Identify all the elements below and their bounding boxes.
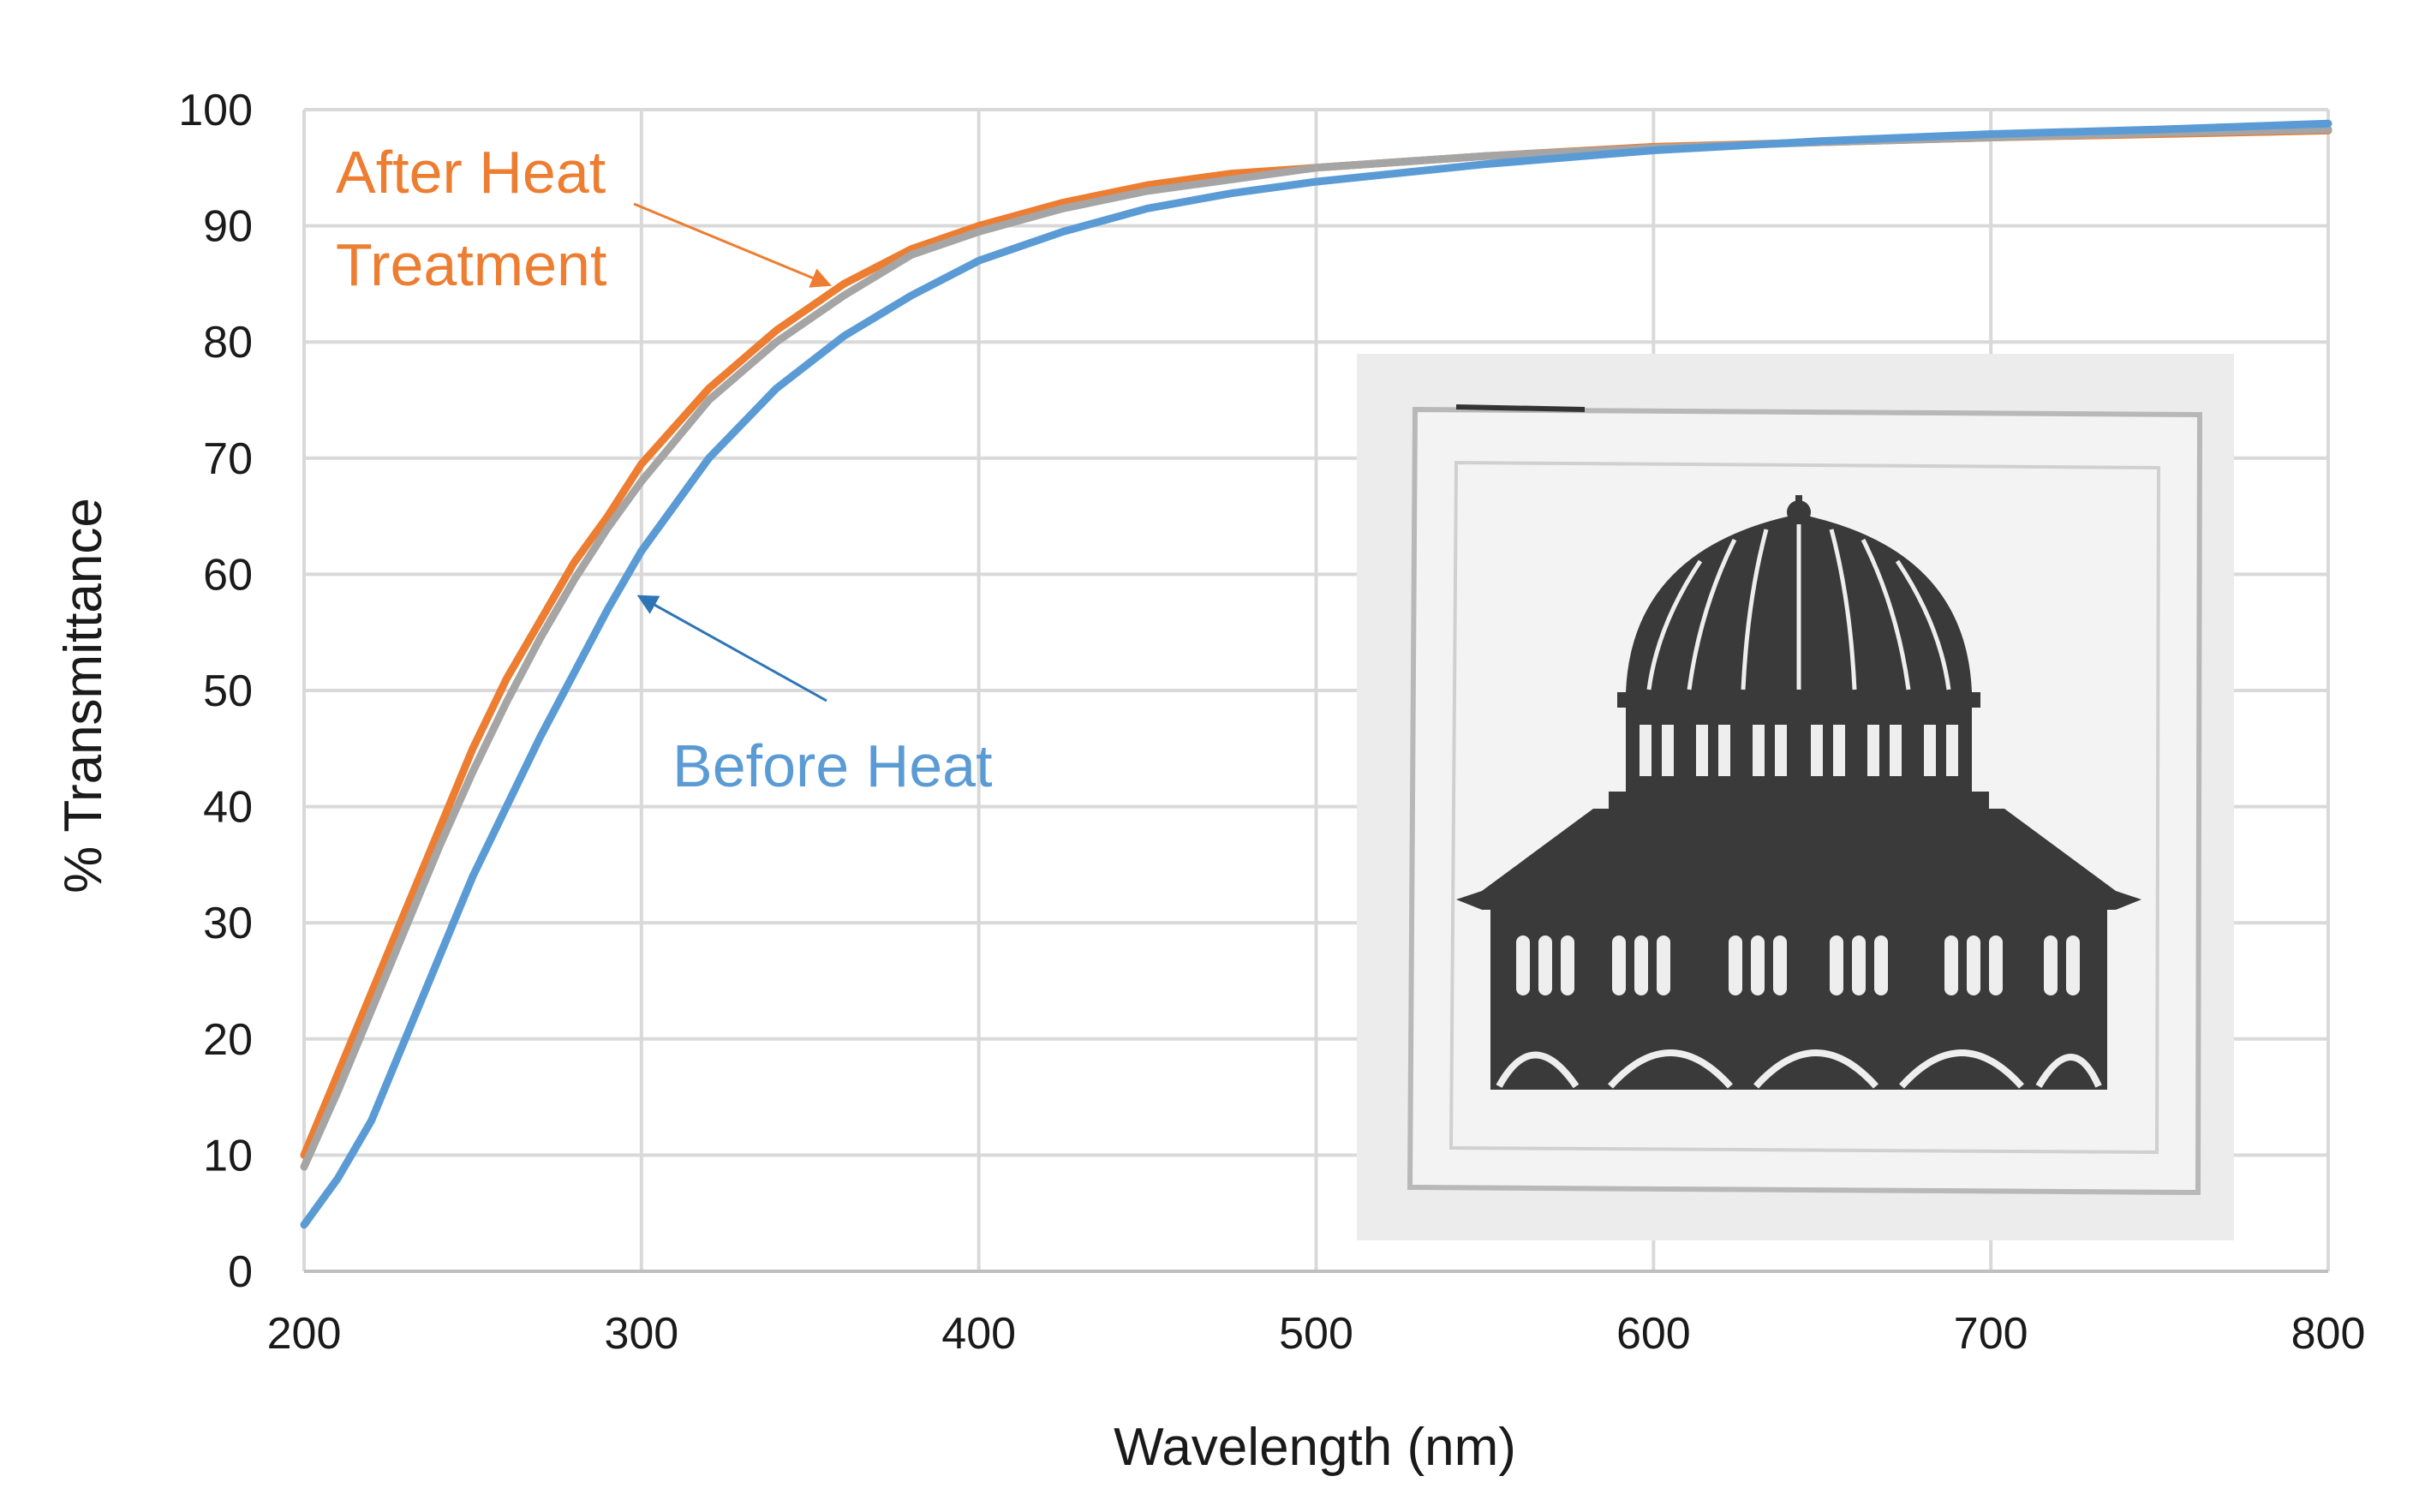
x-axis-title: Wavelength (nm) xyxy=(1114,1418,1516,1477)
annotation-arrow xyxy=(633,202,832,288)
x-tick-label: 700 xyxy=(1954,1309,2028,1359)
series-lines xyxy=(300,119,2332,1229)
film-inner-edge xyxy=(1448,460,2161,1155)
annotation-label: Before Heat xyxy=(672,732,993,799)
y-tick-label: 10 xyxy=(203,1131,253,1180)
y-tick-label: 70 xyxy=(203,434,253,484)
x-tick-label: 400 xyxy=(941,1309,1016,1359)
film-mark xyxy=(1455,404,1586,412)
inset-photo xyxy=(1357,354,2234,1240)
x-tick-label: 300 xyxy=(604,1309,678,1359)
gridlines xyxy=(302,108,2330,1273)
y-tick-label: 100 xyxy=(178,86,253,135)
y-tick-label: 60 xyxy=(203,550,253,600)
y-tick-label: 90 xyxy=(203,202,253,252)
building-illustration xyxy=(1456,495,2141,1090)
annotations: After Heat Treatment Before Heat xyxy=(336,139,993,799)
y-tick-label: 80 xyxy=(203,318,253,368)
y-tick-label: 30 xyxy=(203,899,253,948)
y-tick-label: 20 xyxy=(203,1015,253,1065)
y-tick-label: 40 xyxy=(203,783,253,833)
annotation-label: After Heat xyxy=(336,139,606,206)
x-tick-label: 800 xyxy=(2291,1309,2366,1359)
y-axis-title: % Transmittance xyxy=(54,498,113,893)
y-tick-label: 50 xyxy=(203,666,253,716)
x-tick-label: 500 xyxy=(1279,1309,1353,1359)
annotation-arrow xyxy=(636,595,827,702)
annotation-label: Treatment xyxy=(336,231,606,298)
x-tick-label: 200 xyxy=(267,1309,342,1359)
axis-ticks: 0 10 20 30 40 50 60 70 80 90 100 200 300 400 500 600 700… xyxy=(178,86,2365,1359)
series-line-3 xyxy=(300,119,2332,1229)
x-tick-label: 600 xyxy=(1616,1309,1691,1359)
y-tick-label: 0 xyxy=(228,1247,253,1297)
